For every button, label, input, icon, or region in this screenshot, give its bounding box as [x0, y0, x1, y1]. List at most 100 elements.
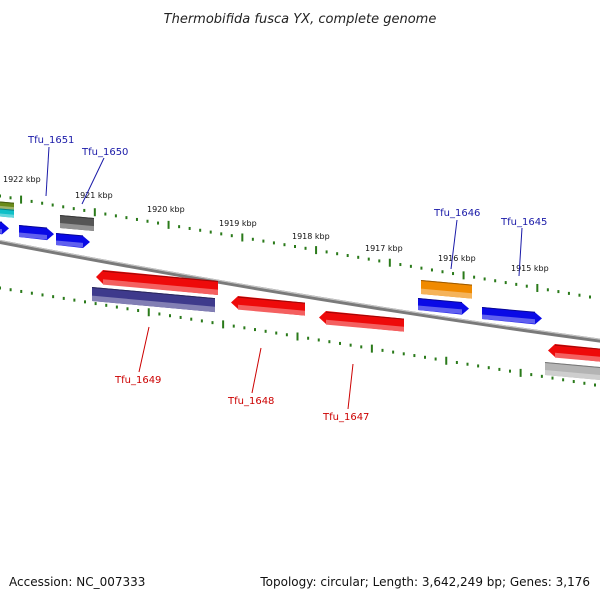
minor-tick: [504, 281, 507, 285]
minor-tick: [126, 307, 129, 311]
gene-feature-blue[interactable]: [55, 233, 90, 249]
gene-label-tfu-1650[interactable]: Tfu_1650: [81, 147, 128, 158]
leader-line: [518, 227, 523, 277]
gene-feature-blue-left[interactable]: [0, 221, 9, 235]
minor-tick: [594, 383, 596, 387]
minor-tick: [157, 221, 160, 225]
minor-tick: [304, 246, 307, 250]
major-tick: [222, 320, 225, 329]
gene-label-tfu-1648[interactable]: Tfu_1648: [227, 396, 274, 407]
minor-tick: [243, 326, 246, 330]
gene-feature-tfu-1648[interactable]: [231, 296, 306, 316]
minor-tick: [557, 290, 560, 294]
minor-tick: [20, 289, 23, 293]
major-tick: [147, 308, 150, 317]
gene-feature-gray-right[interactable]: [544, 362, 600, 380]
minor-tick: [30, 291, 33, 295]
minor-tick: [72, 207, 75, 211]
minor-tick: [220, 232, 223, 236]
gene-labels: Tfu_1651 Tfu_1650 Tfu_1646 Tfu_1645 Tfu_…: [27, 135, 547, 423]
minor-tick: [146, 219, 149, 223]
minor-tick: [494, 279, 497, 283]
gene-feature-tfu-1646[interactable]: [420, 280, 473, 299]
minor-tick: [339, 341, 341, 345]
minor-tick: [51, 203, 54, 207]
minor-tick: [420, 266, 423, 270]
minor-tick: [562, 378, 565, 382]
minor-tick: [357, 255, 360, 259]
minor-tick: [9, 288, 12, 292]
minor-tick: [572, 380, 575, 384]
minor-tick: [190, 317, 193, 321]
gene-feature-red[interactable]: [96, 270, 219, 295]
minor-tick: [498, 367, 501, 371]
minor-tick: [137, 309, 140, 313]
minor-tick: [515, 282, 518, 286]
minor-tick: [452, 272, 455, 276]
major-tick: [462, 271, 465, 280]
major-tick: [370, 344, 373, 353]
minor-tick: [477, 364, 480, 368]
minor-tick: [209, 230, 212, 234]
minor-tick: [346, 254, 349, 258]
gene-label-tfu-1649[interactable]: Tfu_1649: [114, 375, 161, 386]
major-tick: [519, 368, 522, 377]
scale-label: 1921 kbp: [75, 191, 113, 200]
minor-tick: [578, 293, 581, 297]
major-tick: [315, 246, 318, 255]
gene-feature-tfu-1647[interactable]: [319, 311, 405, 332]
minor-tick: [285, 333, 288, 337]
leader-line: [138, 326, 150, 373]
minor-tick: [135, 217, 138, 221]
minor-tick: [114, 214, 117, 218]
minor-tick: [367, 257, 370, 261]
scale-labels: 1922 kbp 1921 kbp 1920 kbp 1919 kbp 1918…: [3, 175, 549, 273]
minor-tick: [41, 293, 44, 297]
minor-tick: [105, 303, 108, 307]
scale-label: 1919 kbp: [219, 219, 257, 228]
gene-feature-tfu-1651[interactable]: [18, 225, 54, 241]
gene-label-tfu-1646[interactable]: Tfu_1646: [433, 208, 480, 219]
minor-tick: [583, 381, 586, 385]
gene-feature-tfu-1649[interactable]: [91, 287, 216, 313]
gene-label-tfu-1647[interactable]: Tfu_1647: [322, 412, 369, 423]
gene-features: [0, 201, 600, 380]
minor-tick: [483, 277, 486, 281]
minor-tick: [275, 331, 278, 335]
genome-backbone: [0, 239, 600, 343]
minor-tick: [294, 245, 296, 248]
minor-tick: [62, 205, 65, 209]
minor-tick: [230, 234, 233, 238]
gene-label-tfu-1645[interactable]: Tfu_1645: [500, 217, 547, 228]
minor-tick: [402, 352, 405, 356]
gene-feature-red-right[interactable]: [548, 344, 600, 362]
minor-tick: [466, 362, 469, 366]
gene-feature-olive[interactable]: [0, 201, 15, 210]
gene-label-tfu-1651[interactable]: Tfu_1651: [27, 135, 74, 146]
minor-tick: [41, 201, 44, 205]
gene-feature-tfu-1645[interactable]: [481, 307, 542, 325]
minor-tick: [94, 302, 97, 306]
minor-tick: [262, 239, 265, 243]
major-tick: [20, 195, 23, 204]
minor-tick: [272, 241, 275, 245]
minor-tick: [381, 348, 384, 352]
leader-line: [45, 146, 50, 197]
gene-feature-tfu-1650[interactable]: [59, 215, 95, 232]
minor-tick: [178, 225, 181, 229]
minor-tick: [525, 284, 528, 288]
minor-tick: [188, 226, 191, 230]
gene-label-leaders: [45, 146, 523, 410]
minor-tick: [328, 340, 331, 344]
backbone-highlight: [0, 240, 600, 340]
minor-tick: [9, 196, 12, 200]
minor-tick: [52, 295, 55, 299]
major-tick: [93, 208, 96, 217]
gene-feature-cyan[interactable]: [0, 208, 15, 218]
major-tick: [536, 283, 539, 292]
minor-tick: [430, 268, 433, 272]
gene-feature-blue[interactable]: [417, 298, 469, 315]
minor-tick: [546, 288, 549, 292]
minor-tick: [307, 336, 310, 340]
